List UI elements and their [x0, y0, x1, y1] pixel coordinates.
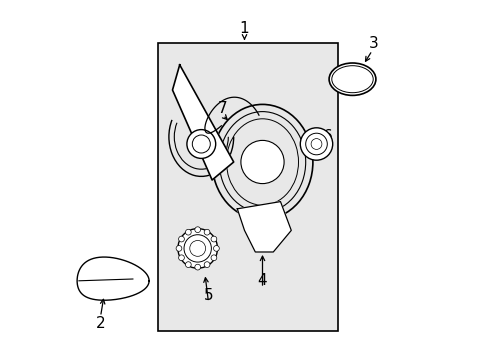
Circle shape: [194, 264, 200, 270]
Ellipse shape: [328, 63, 375, 95]
Circle shape: [178, 236, 184, 242]
Ellipse shape: [331, 66, 372, 93]
Text: 6: 6: [322, 129, 331, 144]
Text: 2: 2: [96, 316, 105, 332]
Circle shape: [241, 140, 284, 184]
Text: 5: 5: [203, 288, 213, 303]
Circle shape: [204, 262, 209, 267]
Circle shape: [192, 135, 210, 153]
Polygon shape: [237, 202, 291, 252]
Polygon shape: [172, 65, 233, 180]
Circle shape: [185, 262, 191, 267]
Circle shape: [204, 229, 209, 235]
Circle shape: [310, 139, 321, 149]
Text: 7: 7: [218, 100, 227, 116]
Circle shape: [213, 246, 219, 251]
Circle shape: [178, 255, 184, 261]
Text: 3: 3: [368, 36, 378, 51]
FancyBboxPatch shape: [158, 43, 337, 331]
Circle shape: [176, 246, 182, 251]
Circle shape: [211, 255, 216, 261]
Text: 1: 1: [239, 21, 249, 36]
Circle shape: [300, 128, 332, 160]
Circle shape: [178, 229, 217, 268]
Circle shape: [189, 240, 205, 256]
Circle shape: [194, 227, 200, 233]
Circle shape: [183, 235, 211, 262]
Circle shape: [211, 236, 216, 242]
Circle shape: [185, 229, 191, 235]
Text: 4: 4: [257, 273, 267, 288]
Circle shape: [186, 130, 215, 158]
Circle shape: [305, 133, 326, 155]
